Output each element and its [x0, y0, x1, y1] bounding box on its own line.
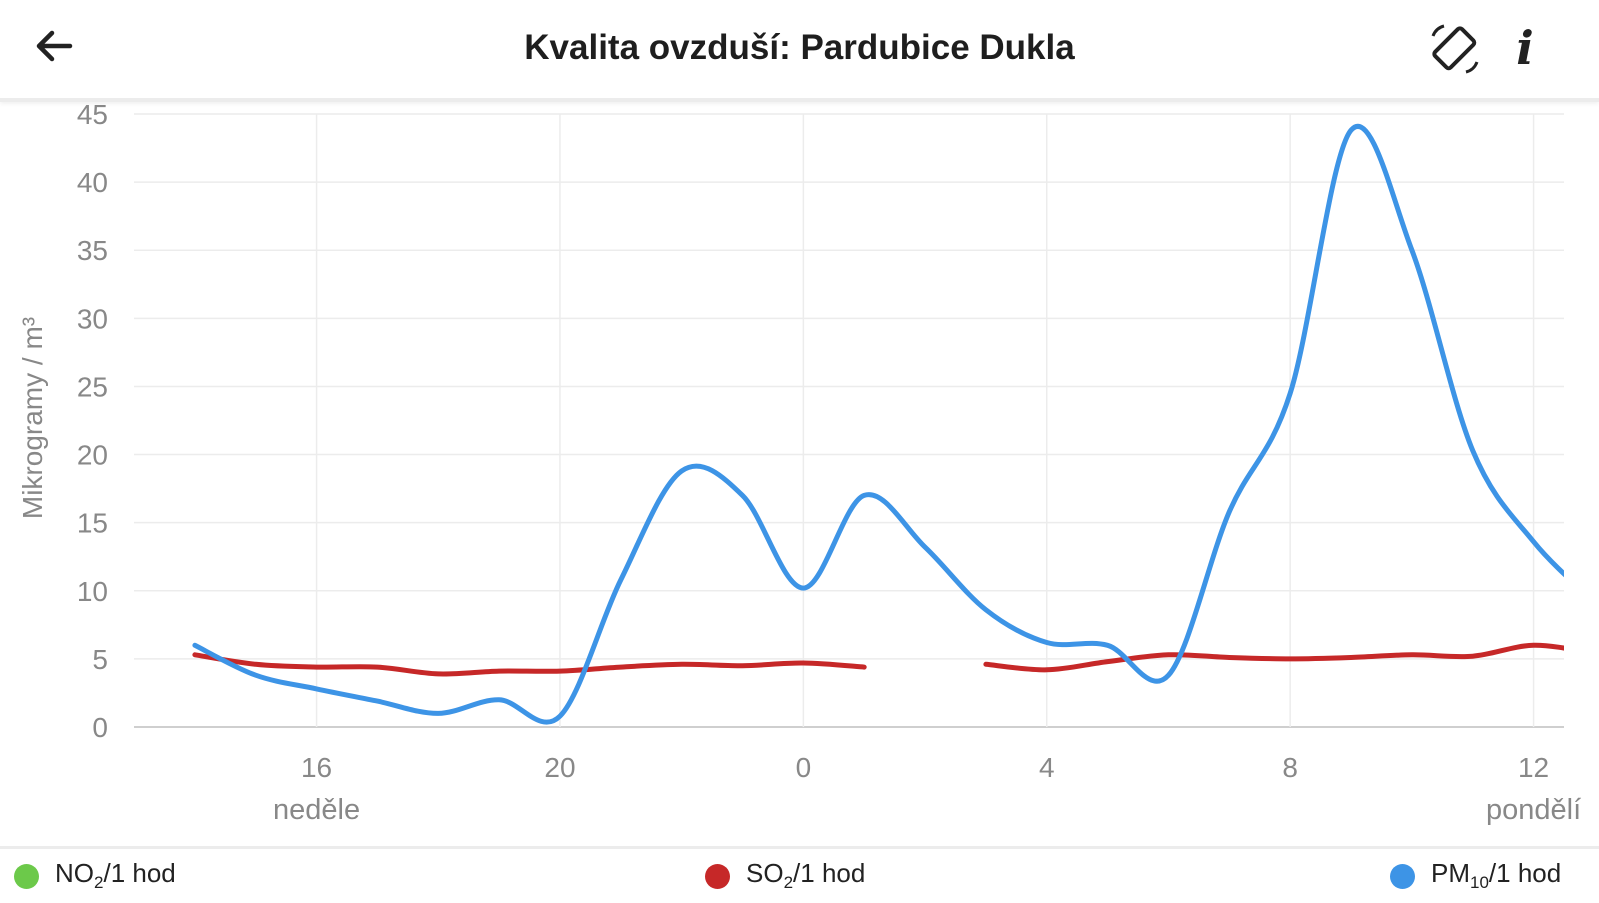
back-button[interactable]: [30, 22, 78, 70]
screen-rotation-icon: [1431, 24, 1479, 74]
series-line: [192, 652, 867, 677]
series-pm10: [192, 124, 1564, 725]
y-tick-label: 10: [77, 576, 108, 607]
y-tick-label: 40: [77, 167, 108, 198]
axes: 0 5 10 15 20 25 30 35 40 45 16 20 0 4 8 12 neděle pondělí: [77, 100, 1581, 826]
legend-dot-no2: [14, 863, 39, 889]
page-title: Kvalita ovzduší: Pardubice Dukla: [524, 28, 1075, 67]
y-tick-label: 35: [77, 235, 108, 266]
legend-label-so2: SO2/1 hod: [746, 858, 866, 893]
chart-legend: NO2/1 hod SO2/1 hod PM10/1 hod: [0, 846, 1599, 903]
y-tick-label: 30: [77, 303, 108, 334]
day-label: pondělí: [1486, 794, 1581, 826]
info-icon: i: [1516, 21, 1534, 75]
legend-label-no2: NO2/1 hod: [55, 858, 176, 893]
series-line: [192, 124, 1564, 725]
legend-dot-pm10: [1390, 863, 1415, 889]
legend-item-no2[interactable]: NO2/1 hod: [14, 858, 176, 893]
grid: [134, 113, 1564, 728]
series: [192, 124, 1564, 725]
info-button[interactable]: i: [1505, 18, 1545, 78]
x-tick-label: 8: [1282, 752, 1298, 783]
x-tick-label: 0: [796, 752, 812, 783]
y-tick-label: 5: [92, 644, 108, 675]
day-label: neděle: [273, 794, 360, 826]
legend-item-so2[interactable]: SO2/1 hod: [705, 858, 866, 893]
y-tick-label: 15: [77, 508, 108, 539]
y-tick-label: 0: [92, 712, 108, 743]
x-tick-label: 4: [1039, 752, 1055, 783]
series-so2: [192, 642, 1564, 677]
x-tick-label: 12: [1518, 752, 1549, 783]
legend-item-pm10[interactable]: PM10/1 hod: [1390, 858, 1562, 893]
series-line: [983, 642, 1564, 673]
x-tick-label: 20: [544, 752, 575, 783]
legend-label-pm10: PM10/1 hod: [1431, 858, 1562, 893]
y-tick-label: 25: [77, 371, 108, 402]
y-tick-label: 20: [77, 440, 108, 471]
y-axis-label: Mikrogramy / m³: [17, 317, 48, 519]
air-quality-chart: 0 5 10 15 20 25 30 35 40 45 16 20 0 4 8 12 neděle pondělí…: [17, 100, 1581, 826]
app-header: Kvalita ovzduší: Pardubice Dukla i: [0, 0, 1599, 102]
rotate-screen-button[interactable]: [1428, 22, 1482, 76]
y-tick-label: 45: [77, 100, 108, 130]
legend-dot-so2: [705, 863, 730, 889]
x-tick-label: 16: [301, 752, 332, 783]
arrow-left-icon: [36, 30, 73, 62]
